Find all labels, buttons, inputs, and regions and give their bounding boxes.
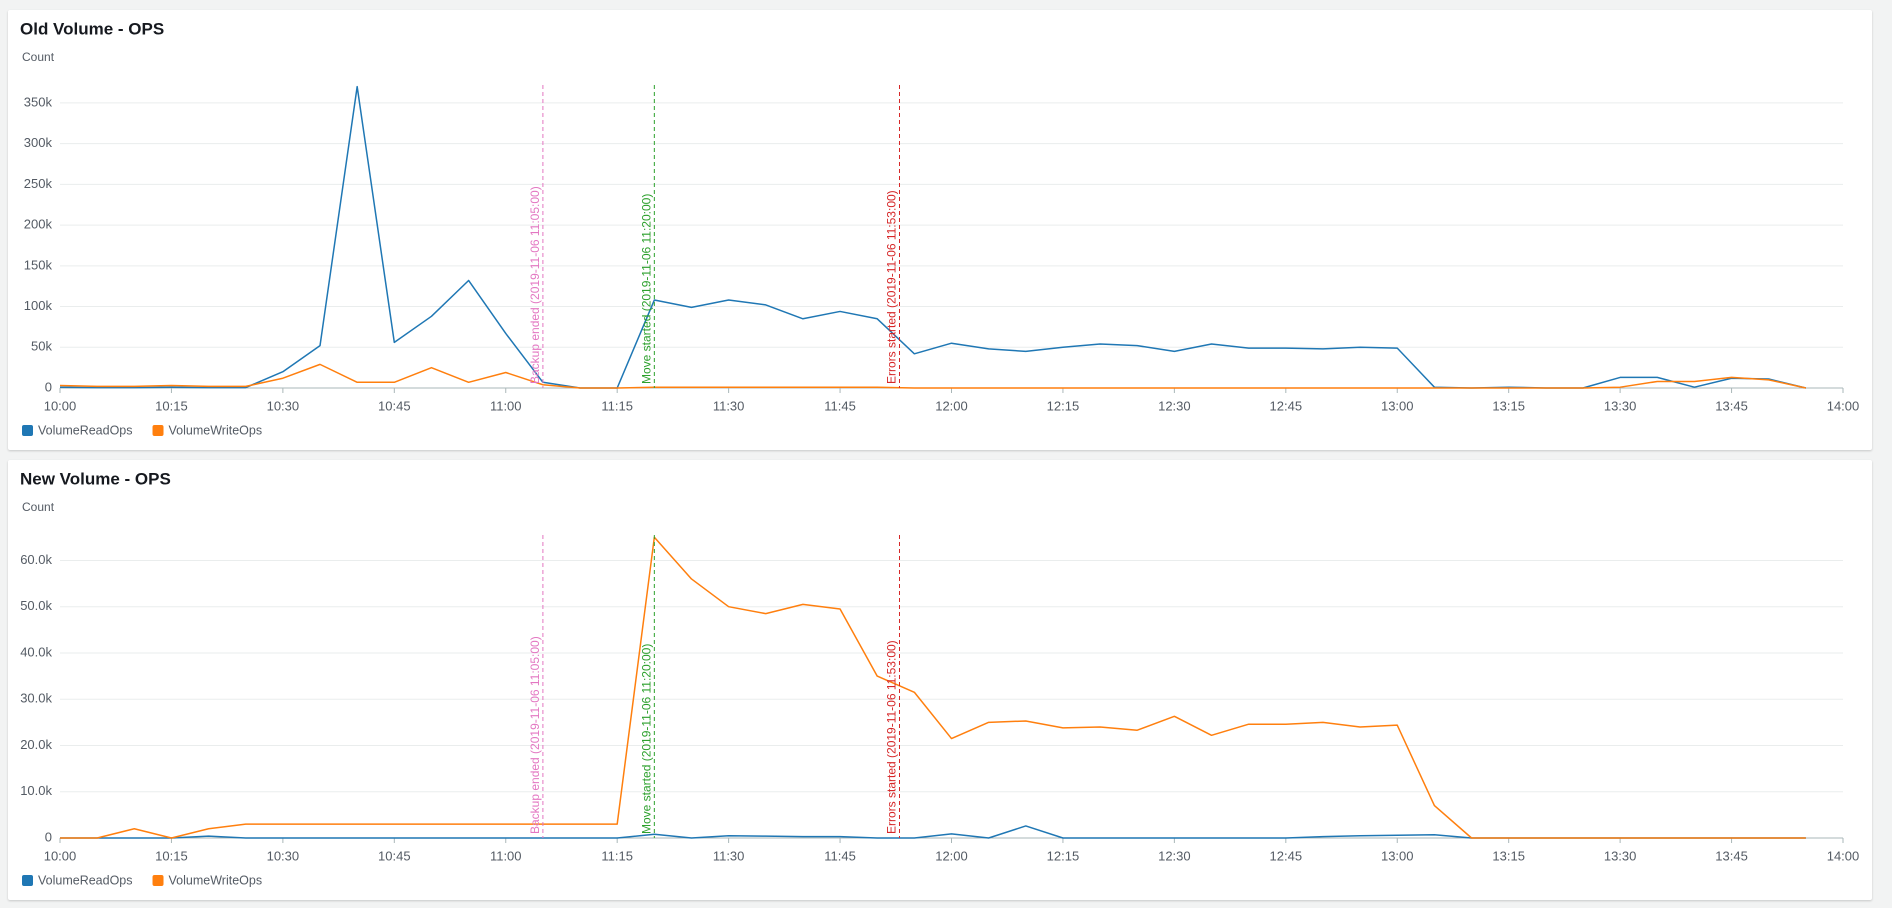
y-tick-label: 0 [45, 829, 52, 844]
y-tick-label: 350k [24, 94, 53, 109]
y-tick-label: 50k [31, 339, 52, 354]
x-tick-label: 11:15 [601, 848, 633, 863]
x-tick-label: 10:15 [155, 848, 188, 863]
widget-panel: New Volume - OPS Count 0 10.0k 20.0k 30.0k 40.… [8, 460, 1872, 900]
y-tick-label: 50.0k [20, 598, 52, 613]
x-tick-label: 11:15 [601, 398, 633, 413]
y-tick-label: 150k [24, 257, 53, 272]
x-tick-label: 11:45 [824, 848, 856, 863]
y-tick-label: 100k [24, 298, 53, 313]
annotation-label: Errors started (2019-11-06 11:53:00) [885, 640, 899, 834]
series-line [59, 85, 1807, 389]
x-tick-label: 10:45 [378, 848, 411, 863]
x-tick-label: 10:30 [267, 398, 300, 413]
y-tick-label: 0 [45, 379, 52, 394]
x-tick-label: 10:30 [267, 848, 300, 863]
x-tick-label: 10:00 [44, 398, 77, 413]
x-tick-label: 11:30 [713, 848, 745, 863]
x-tick-label: 11:00 [490, 398, 522, 413]
x-tick-label: 12:00 [935, 848, 968, 863]
y-tick-label: 200k [24, 217, 53, 232]
annotation-label: Errors started (2019-11-06 11:53:00) [885, 190, 899, 384]
x-tick-label: 13:30 [1604, 848, 1637, 863]
series-line [60, 825, 1806, 839]
x-tick-label: 13:45 [1715, 848, 1748, 863]
x-tick-label: 11:30 [713, 398, 745, 413]
x-tick-label: 11:00 [490, 848, 522, 863]
y-tick-label: 20.0k [20, 737, 52, 752]
x-tick-label: 13:30 [1604, 398, 1637, 413]
x-tick-label: 13:00 [1381, 848, 1414, 863]
legend-swatch [152, 875, 164, 886]
legend-label: VolumeWriteOps [169, 423, 263, 437]
y-tick-label: 60.0k [20, 552, 52, 567]
annotation-label: Backup ended (2019-11-06 11:05:00) [528, 186, 542, 384]
x-tick-label: 10:45 [378, 398, 411, 413]
y-axis-label: Count [22, 500, 55, 514]
x-tick-label: 13:15 [1492, 848, 1525, 863]
legend-swatch [152, 425, 164, 436]
y-tick-label: 10.0k [20, 783, 52, 798]
widget-panel: Old Volume - OPS Count 0 50k 100k 150k 200k 250… [8, 10, 1872, 450]
x-tick-label: 11:45 [824, 398, 856, 413]
x-tick-label: 10:15 [155, 398, 188, 413]
x-tick-label: 12:45 [1270, 848, 1303, 863]
legend-label: VolumeReadOps [38, 423, 133, 437]
x-tick-label: 13:45 [1715, 398, 1748, 413]
chart-title: New Volume - OPS [20, 469, 171, 488]
y-tick-label: 40.0k [20, 644, 52, 659]
series-line [60, 536, 1806, 839]
legend-swatch [22, 875, 33, 886]
legend-label: VolumeWriteOps [169, 873, 263, 887]
x-tick-label: 12:00 [935, 398, 968, 413]
x-tick-label: 12:30 [1158, 848, 1191, 863]
x-tick-label: 12:15 [1047, 398, 1080, 413]
x-tick-label: 10:00 [44, 848, 77, 863]
series-line [59, 363, 1807, 389]
annotation-label: Move started (2019-11-06 11:20:00) [640, 644, 654, 834]
x-tick-label: 12:45 [1270, 398, 1303, 413]
x-tick-label: 13:00 [1381, 398, 1414, 413]
chart-title: Old Volume - OPS [20, 19, 164, 38]
x-tick-label: 13:15 [1492, 398, 1525, 413]
x-tick-label: 14:00 [1827, 398, 1860, 413]
y-axis-label: Count [22, 50, 55, 64]
y-tick-label: 250k [24, 176, 53, 191]
x-tick-label: 12:15 [1047, 848, 1080, 863]
chart: Old Volume - OPS Count 0 50k 100k 150k 200k 250… [20, 19, 1860, 437]
legend-swatch [22, 425, 33, 436]
y-tick-label: 30.0k [20, 691, 52, 706]
annotation-label: Backup ended (2019-11-06 11:05:00) [528, 636, 542, 834]
annotation-label: Move started (2019-11-06 11:20:00) [640, 194, 654, 384]
y-tick-label: 300k [24, 135, 53, 150]
legend-label: VolumeReadOps [38, 873, 133, 887]
x-tick-label: 12:30 [1158, 398, 1191, 413]
x-tick-label: 14:00 [1827, 848, 1860, 863]
chart: New Volume - OPS Count 0 10.0k 20.0k 30.0k 40.… [20, 469, 1860, 887]
